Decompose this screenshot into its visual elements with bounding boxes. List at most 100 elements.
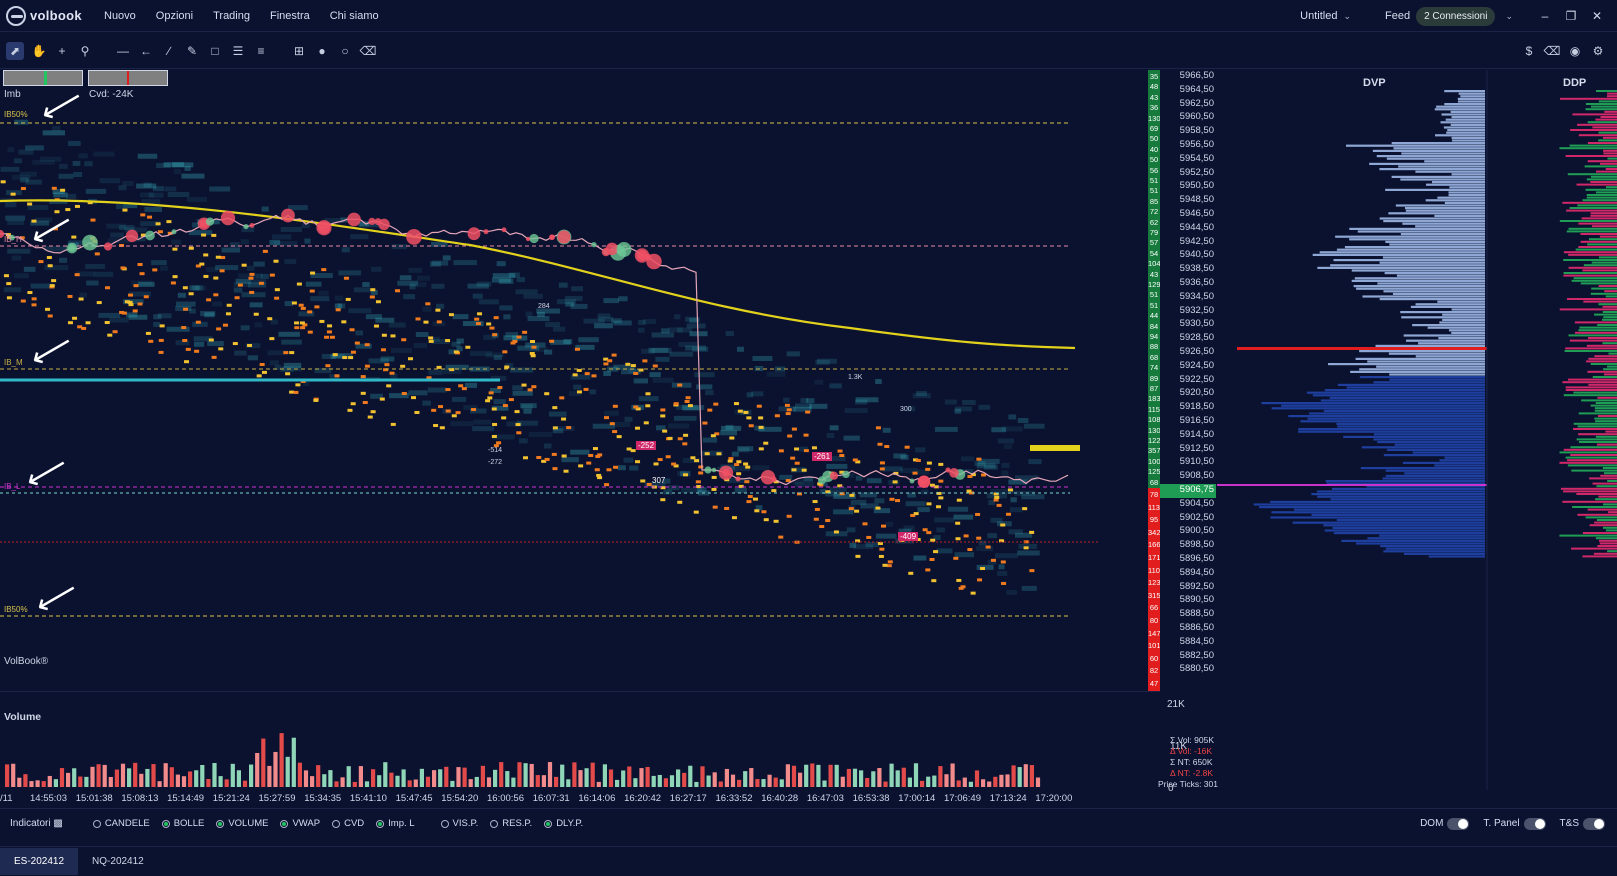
volume-bar bbox=[72, 768, 77, 787]
indicator-option-cvd[interactable]: CVD bbox=[332, 818, 364, 829]
indicator-option-candele[interactable]: CANDELE bbox=[92, 818, 150, 829]
menu-finestra[interactable]: Finestra bbox=[269, 9, 310, 22]
connections-badge[interactable]: 2 Connessioni bbox=[1416, 6, 1496, 26]
radio-icon[interactable] bbox=[440, 819, 449, 828]
gear-icon[interactable]: ⚙ bbox=[1592, 44, 1604, 58]
settings-sliders-icon[interactable]: ⊞ bbox=[293, 44, 305, 58]
chart-canvas[interactable] bbox=[0, 70, 1160, 690]
toggle-switch[interactable] bbox=[1583, 817, 1605, 830]
footprint-cell bbox=[994, 495, 1000, 499]
radio-icon[interactable] bbox=[92, 819, 101, 828]
trade-bubble bbox=[9, 234, 15, 241]
indicator-option-vwap[interactable]: VWAP bbox=[280, 818, 320, 829]
radio-icon[interactable] bbox=[376, 819, 385, 828]
indicator-option-visp[interactable]: VIS.P. bbox=[440, 818, 478, 829]
eraser-icon[interactable]: ⌫ bbox=[1543, 44, 1561, 58]
zoom-icon[interactable]: ⚲ bbox=[80, 44, 90, 58]
heat-cell bbox=[766, 371, 786, 377]
toggle-dom[interactable]: DOM bbox=[1420, 817, 1470, 830]
radio-icon[interactable] bbox=[544, 819, 553, 828]
footprint-cell bbox=[31, 219, 37, 223]
dollar-icon[interactable]: $ bbox=[1525, 44, 1533, 58]
heat-cell bbox=[954, 552, 975, 558]
dvp-bar bbox=[1394, 443, 1485, 446]
footprint-cell bbox=[502, 350, 508, 354]
ddp-bar bbox=[1588, 383, 1617, 386]
cursor-icon[interactable]: ⬈ bbox=[6, 42, 24, 60]
trendline-icon[interactable]: ∕ bbox=[167, 44, 170, 58]
dvp-title: DVP bbox=[1363, 77, 1386, 89]
price-axis[interactable]: 5966,50 5964,50 5962,50 5960,50 5958,50 5956,… bbox=[1160, 70, 1216, 710]
rectangle-icon[interactable]: □ bbox=[211, 44, 219, 58]
comment-icon[interactable]: ○ bbox=[341, 44, 349, 58]
footprint-cell bbox=[143, 295, 149, 299]
volume-panel[interactable]: Volume bbox=[0, 691, 1160, 791]
ray-icon[interactable]: ← bbox=[140, 44, 152, 58]
footprint-chart[interactable]: Imb Cvd: -24K IB50% IB_H IB_M IB_L IB50%… bbox=[0, 70, 1160, 690]
radio-icon[interactable] bbox=[216, 819, 225, 828]
toggle-ts[interactable]: T&S bbox=[1560, 817, 1605, 830]
close-icon[interactable]: ✕ bbox=[1591, 9, 1603, 23]
volume-bar bbox=[566, 779, 571, 787]
indicator-option-bolle[interactable]: BOLLE bbox=[161, 818, 205, 829]
heat-cell bbox=[1008, 529, 1023, 535]
footprint-cell bbox=[438, 405, 444, 409]
heat-cell bbox=[1009, 507, 1023, 513]
lines-icon[interactable]: ≡ bbox=[257, 44, 265, 58]
menu-nuovo[interactable]: Nuovo bbox=[104, 9, 136, 22]
restore-icon[interactable]: ❐ bbox=[1565, 9, 1577, 23]
price-label: 5960,50 bbox=[1179, 111, 1214, 123]
footprint-cell bbox=[133, 284, 139, 288]
footprint-cell bbox=[746, 416, 752, 420]
indicator-option-impl[interactable]: Imp. L bbox=[376, 818, 415, 829]
ddp-bar bbox=[1594, 417, 1617, 420]
chevron-down-icon[interactable]: ⌄ bbox=[1505, 10, 1513, 21]
eraser-icon[interactable]: ⌫ bbox=[359, 44, 377, 58]
toggle-t-panel[interactable]: T. Panel bbox=[1483, 817, 1546, 830]
radio-icon[interactable] bbox=[161, 819, 170, 828]
tab-es-202412[interactable]: ES-202412 bbox=[0, 848, 79, 875]
ruler-icon[interactable]: ✎ bbox=[186, 44, 198, 58]
heat-cell bbox=[987, 559, 997, 565]
footprint-cell bbox=[588, 453, 594, 457]
footprint-cell bbox=[833, 530, 839, 534]
delta-sell-cell: 47 bbox=[1148, 677, 1160, 691]
toggle-switch[interactable] bbox=[1447, 817, 1470, 830]
indicator-option-volume[interactable]: VOLUME bbox=[216, 818, 268, 829]
ddp-bar bbox=[1574, 331, 1617, 334]
indicator-option-resp[interactable]: RES.P. bbox=[490, 818, 532, 829]
heat-cell bbox=[990, 517, 1003, 523]
heat-cell bbox=[496, 261, 506, 267]
ddp-bar bbox=[1559, 308, 1617, 311]
minimize-icon[interactable]: – bbox=[1541, 9, 1549, 23]
toggle-switch[interactable] bbox=[1523, 817, 1546, 830]
footprint-cell bbox=[213, 293, 219, 297]
drop-icon[interactable]: ● bbox=[318, 44, 326, 58]
heat-cell bbox=[1014, 490, 1036, 496]
option-label: BOLLE bbox=[173, 818, 205, 829]
price-label: 5948,50 bbox=[1179, 194, 1214, 206]
time-axis[interactable]: /11 14:55:03 15:01:38 15:08:13 15:14:49 15:21… bbox=[0, 791, 1160, 807]
heat-cell bbox=[463, 404, 478, 410]
radio-icon[interactable] bbox=[490, 819, 499, 828]
indicators-button[interactable]: Indicatori ▩ bbox=[10, 818, 63, 829]
indicator-option-dlyp[interactable]: DLY.P. bbox=[544, 818, 583, 829]
footprint-cell bbox=[758, 416, 764, 420]
workspace-name[interactable]: Untitled bbox=[1300, 10, 1338, 22]
volume-bar bbox=[901, 767, 906, 787]
crosshair-icon[interactable]: + bbox=[58, 44, 66, 58]
radio-icon[interactable] bbox=[280, 819, 289, 828]
menu-chi-siamo[interactable]: Chi siamo bbox=[329, 9, 379, 22]
chevron-down-icon[interactable]: ⌄ bbox=[1343, 10, 1351, 21]
footprint-cell bbox=[895, 499, 901, 503]
horizontal-line-icon[interactable]: — bbox=[117, 44, 129, 58]
hand-icon[interactable]: ✋ bbox=[31, 44, 47, 58]
footprint-cell bbox=[910, 513, 916, 517]
tab-nq-202412[interactable]: NQ-202412 bbox=[92, 856, 144, 867]
radio-icon[interactable] bbox=[332, 819, 341, 828]
menu-trading[interactable]: Trading bbox=[213, 9, 250, 22]
record-icon[interactable]: ◉ bbox=[1569, 44, 1581, 58]
list-icon[interactable]: ☰ bbox=[232, 44, 244, 58]
menu-opzioni[interactable]: Opzioni bbox=[155, 9, 194, 22]
indicator-options: CANDELE BOLLE VOLUME VWAP CVD Imp. L VIS.P. RES… bbox=[92, 818, 595, 829]
